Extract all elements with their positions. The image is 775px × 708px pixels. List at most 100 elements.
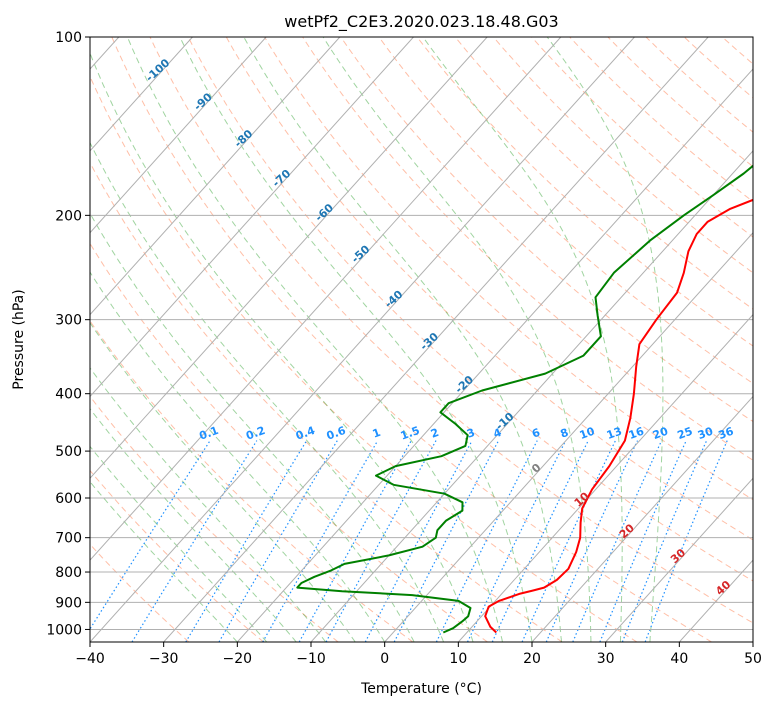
- isotherm-label: -100: [143, 56, 172, 84]
- isotherm-gridline: [457, 313, 753, 642]
- dry-adiabat: [493, 37, 753, 274]
- y-tick-label: 800: [55, 565, 82, 581]
- moist-adiabat: [126, 37, 503, 642]
- y-tick-label: 200: [55, 208, 82, 224]
- dry-adiabat: [90, 395, 339, 642]
- mixing-ratio-label: 0.6: [325, 424, 348, 443]
- mixing-ratio-label: 1: [371, 426, 383, 441]
- isotherm-label: 10: [572, 490, 592, 510]
- mixing-ratio-label: 36: [717, 424, 736, 442]
- mixing-ratio-label: 25: [676, 425, 695, 442]
- dry-adiabat: [90, 320, 414, 642]
- moist-adiabat: [90, 271, 386, 642]
- mixing-ratio-line: [435, 440, 538, 642]
- moist-adiabat: [90, 445, 268, 642]
- isotherm-gridline: [531, 395, 753, 642]
- isotherm-label: -50: [349, 242, 373, 265]
- isotherm-gridline: [90, 37, 267, 234]
- dry-adiabat: [225, 37, 753, 541]
- isotherm-gridline: [310, 150, 753, 642]
- y-tick-label: 500: [55, 444, 82, 460]
- mixing-ratio-line: [298, 440, 412, 642]
- isotherm-gridline: [163, 37, 709, 642]
- moist-adiabat: [90, 141, 445, 642]
- x-tick-label: 0: [380, 651, 389, 667]
- mixing-ratio-line: [521, 440, 617, 642]
- isotherm-label: -90: [191, 90, 215, 113]
- isotherm-gridline: [90, 37, 193, 152]
- temperature-profile: [484, 198, 753, 634]
- mixing-ratio-line: [545, 440, 639, 642]
- x-tick-label: 10: [449, 651, 467, 667]
- x-tick-label: −30: [149, 651, 179, 667]
- mixing-ratio-label: 16: [627, 424, 646, 442]
- x-axis: −40 −30 −20 −10 0 10 20 30 40 50: [75, 642, 762, 667]
- chart-title: wetPf2_C2E3.2020.023.18.48.G03: [284, 12, 558, 32]
- isotherm-gridline: [384, 231, 753, 642]
- mixing-ratio-line: [262, 440, 379, 642]
- x-tick-label: 40: [670, 651, 688, 667]
- dry-adiabat: [90, 469, 264, 642]
- isotherm-gridline: [678, 559, 753, 642]
- x-tick-label: 20: [523, 651, 541, 667]
- mixing-ratio-label: 1.5: [399, 424, 422, 443]
- mixing-ratio-label: 8: [559, 426, 571, 441]
- mixing-ratio-label: 0.2: [244, 424, 267, 443]
- y-axis-label: Pressure (hPa): [11, 289, 27, 389]
- isotherm-gridline: [90, 37, 341, 316]
- moist-adiabat: [90, 481, 238, 642]
- moist-adiabat: [546, 37, 664, 642]
- moist-adiabat: [322, 37, 592, 642]
- moist-adiabat: [90, 407, 297, 642]
- isotherm-label: 40: [713, 578, 733, 598]
- isotherm-label: 20: [617, 521, 637, 541]
- mixing-ratio-line: [325, 440, 437, 642]
- moist-adiabat: [179, 37, 533, 642]
- dry-adiabat: [416, 37, 753, 347]
- series-layer: [296, 164, 753, 634]
- background-lines: [90, 37, 775, 642]
- moist-adiabat: [90, 51, 474, 642]
- isotherm-gridline: [90, 37, 414, 398]
- moist-adiabat: [422, 37, 623, 642]
- x-axis-label: Temperature (°C): [360, 681, 482, 697]
- mixing-ratio-label: 4: [492, 426, 504, 441]
- dry-adiabat: [761, 37, 775, 642]
- mixing-ratio-line: [90, 440, 211, 631]
- y-tick-label: 900: [55, 595, 82, 611]
- isotherm-label: -80: [232, 127, 256, 150]
- moist-adiabat: [243, 37, 562, 642]
- isotherm-gridline: [90, 37, 488, 480]
- mixing-ratio-label: 13: [605, 425, 624, 442]
- x-tick-label: −20: [223, 651, 253, 667]
- isotherm-label: 30: [668, 546, 688, 566]
- dry-adiabat: [149, 37, 753, 624]
- mixing-ratio-line: [599, 440, 687, 642]
- mixing-ratio-line: [393, 440, 500, 642]
- y-tick-label: 700: [55, 531, 82, 547]
- dry-adiabat: [264, 37, 753, 501]
- x-tick-label: 30: [597, 651, 615, 667]
- dry-adiabat: [683, 37, 753, 99]
- dry-adiabat: [607, 37, 753, 168]
- dry-adiabat: [90, 242, 488, 642]
- isotherm-gridline: [605, 477, 753, 642]
- mixing-ratio-label: 0.4: [294, 424, 317, 443]
- y-tick-label: 400: [55, 387, 82, 403]
- y-axis: 100 200 300 400 500 600 700 800 900 1000: [46, 30, 90, 638]
- mixing-ratio-line: [466, 440, 567, 642]
- plot-frame: [89, 36, 754, 643]
- y-tick-label: 1000: [46, 622, 82, 638]
- moist-adiabat: [90, 367, 327, 642]
- x-tick-label: −40: [75, 651, 105, 667]
- x-tick-label: 50: [744, 651, 762, 667]
- isotherm-label: -40: [382, 288, 406, 311]
- mixing-ratio-label: 20: [651, 424, 670, 442]
- mixing-ratio-label: 10: [578, 424, 597, 442]
- isotherm-label: -60: [313, 201, 337, 224]
- mixing-ratio-label: 0.1: [198, 424, 221, 443]
- isotherm-gridline: [752, 641, 753, 642]
- dry-adiabat: [454, 37, 753, 310]
- line-labels: 0.1 0.2 0.4 0.6 1 1.5 2 3 4 6 8 10 13 16 20 25 30 36-100-…: [143, 56, 736, 598]
